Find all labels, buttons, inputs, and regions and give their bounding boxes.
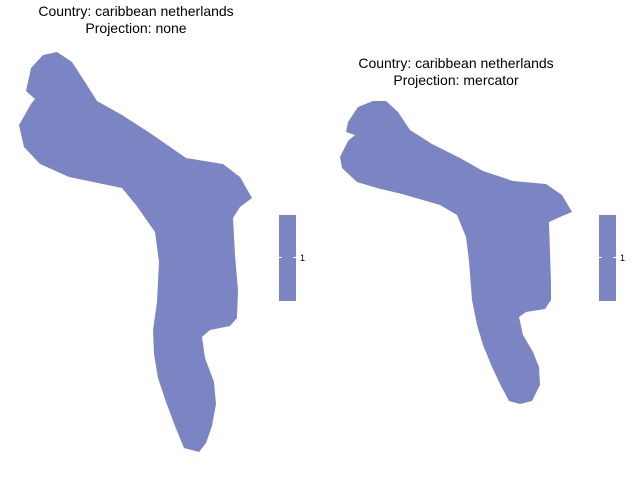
map-panel-none: Country: caribbean netherlands Projectio… — [0, 3, 306, 452]
panel-title: Country: caribbean netherlands Projectio… — [0, 3, 276, 37]
island-shape — [340, 101, 572, 404]
legend-tick-left — [599, 257, 602, 258]
country-map — [19, 52, 252, 452]
country-map — [340, 101, 572, 404]
legend-tick-left — [279, 257, 282, 258]
legend-label: 1 — [620, 253, 626, 263]
title-country: Country: caribbean netherlands — [358, 55, 554, 71]
panel-title: Country: caribbean netherlands Projectio… — [316, 55, 596, 89]
legend-tick-right — [613, 257, 616, 258]
legend-label: 1 — [300, 253, 306, 263]
legend-tick-right — [293, 257, 296, 258]
map-panel-mercator: Country: caribbean netherlands Projectio… — [320, 0, 640, 480]
title-projection: Projection: mercator — [393, 72, 519, 88]
island-shape — [19, 52, 252, 452]
title-country: Country: caribbean netherlands — [38, 3, 234, 19]
title-projection: Projection: none — [85, 20, 187, 36]
legend-colorbar — [279, 215, 296, 301]
legend-colorbar — [599, 215, 616, 301]
